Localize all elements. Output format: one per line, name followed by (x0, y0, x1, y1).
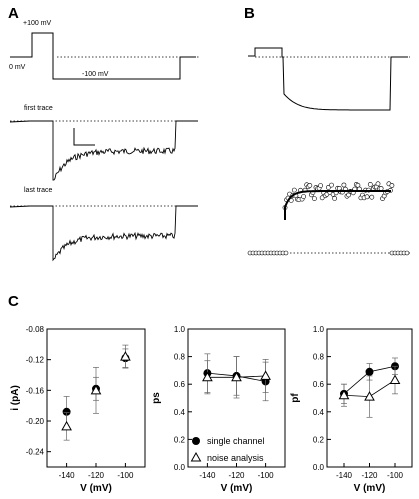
voltage-protocol (10, 32, 200, 80)
variance-point (389, 183, 395, 188)
y-tick-label: 0.4 (174, 408, 186, 417)
y-tick-label: 0.4 (313, 408, 325, 417)
legend-marker-noise-analysis (190, 451, 202, 462)
y-axis-label: ps (151, 392, 162, 404)
y-tick-label: -0.24 (26, 448, 45, 457)
x-tick-label: -140 (199, 471, 216, 480)
x-axis-label: V (mV) (80, 483, 112, 494)
y-tick-label: -0.12 (26, 356, 45, 365)
y-tick-label: 0.8 (174, 353, 186, 362)
variance-point (369, 194, 375, 200)
x-tick-label: -140 (59, 471, 76, 480)
variance-point (301, 194, 306, 199)
point-noise-analysis (90, 384, 102, 395)
baseline-point (404, 250, 410, 256)
variance-point (291, 187, 297, 193)
y-tick-label: 0.2 (313, 435, 325, 444)
y-tick-label: 0.0 (174, 463, 186, 472)
point-noise-analysis (120, 351, 131, 361)
variance-scatter (282, 181, 395, 210)
point-noise-analysis (260, 370, 271, 380)
panel-c-label: C (8, 293, 19, 310)
panel-a-label: A (8, 5, 19, 22)
label-first-trace: first trace (24, 105, 53, 112)
variance-point (367, 181, 373, 187)
variance-point (325, 184, 331, 190)
panel-b-label: B (244, 5, 255, 22)
variance-point (375, 181, 381, 187)
x-axis-label: V (mV) (221, 483, 253, 494)
variance-fit-line (284, 190, 391, 220)
point-noise-analysis (389, 374, 401, 385)
x-tick-label: -100 (387, 471, 404, 480)
panel-b (247, 47, 410, 256)
y-tick-label: 0.6 (174, 380, 186, 389)
point-single-channel (62, 407, 71, 416)
point-noise-analysis (364, 391, 375, 401)
first-trace (9, 120, 198, 181)
y-tick-label: -0.20 (26, 417, 45, 426)
x-tick-label: -100 (258, 471, 275, 480)
label-last-trace: last trace (24, 187, 53, 194)
legend-label-single-channel: single channel (207, 436, 265, 446)
x-tick-label: -120 (361, 471, 378, 480)
x-tick-label: -120 (88, 471, 105, 480)
variance-point (378, 186, 384, 191)
y-tick-label: 0.6 (313, 380, 325, 389)
y-tick-label: 0.0 (313, 463, 325, 472)
average-current-trace (248, 47, 408, 111)
variance-point (307, 182, 313, 188)
x-tick-label: -100 (117, 471, 134, 480)
panel-a: +100 mV 0 mV -100 mV first trace last tr… (9, 20, 200, 262)
variance-point (332, 195, 337, 201)
point-noise-analysis (231, 371, 242, 382)
y-tick-label: -0.16 (26, 386, 45, 395)
x-tick-label: -140 (336, 471, 353, 480)
y-axis-label: pf (290, 393, 301, 403)
point-single-channel (365, 367, 374, 376)
legend: single channel noise analysis (190, 436, 265, 463)
label-minus-100mv: -100 mV (82, 71, 109, 78)
x-tick-label: -120 (228, 471, 245, 480)
y-tick-label: 1.0 (313, 325, 325, 334)
last-trace (9, 205, 198, 262)
x-axis-label: V (mV) (354, 483, 386, 494)
variance-point (364, 194, 370, 200)
y-tick-label: 0.2 (174, 435, 186, 444)
variance-point (311, 196, 317, 201)
label-plus-100mv: +100 mV (23, 20, 52, 27)
point-noise-analysis (61, 420, 72, 431)
y-tick-label: -0.08 (26, 325, 45, 334)
variance-point (318, 183, 323, 188)
chart-single-channel-current: -0.08 -0.12 -0.16 -0.20 -0.24 -140 -120 -100 V (… (10, 325, 146, 494)
label-0mv: 0 mV (9, 64, 26, 71)
baseline-point (283, 250, 289, 256)
point-noise-analysis (202, 371, 213, 382)
legend-label-noise-analysis: noise analysis (207, 453, 264, 463)
y-tick-label: 1.0 (174, 325, 186, 334)
variance-point (329, 182, 334, 188)
variance-point (341, 182, 347, 188)
point-noise-analysis (338, 389, 350, 400)
legend-marker-single-channel (192, 437, 200, 445)
scale-bar (73, 128, 95, 146)
y-tick-label: 0.8 (313, 353, 325, 362)
variance-baseline-points (247, 250, 410, 256)
y-axis-label: i (pA) (10, 385, 21, 411)
chart-ps: 0.0 0.2 0.4 0.6 0.8 1.0 -140 -120 -100 V (mV) ps (151, 325, 286, 494)
